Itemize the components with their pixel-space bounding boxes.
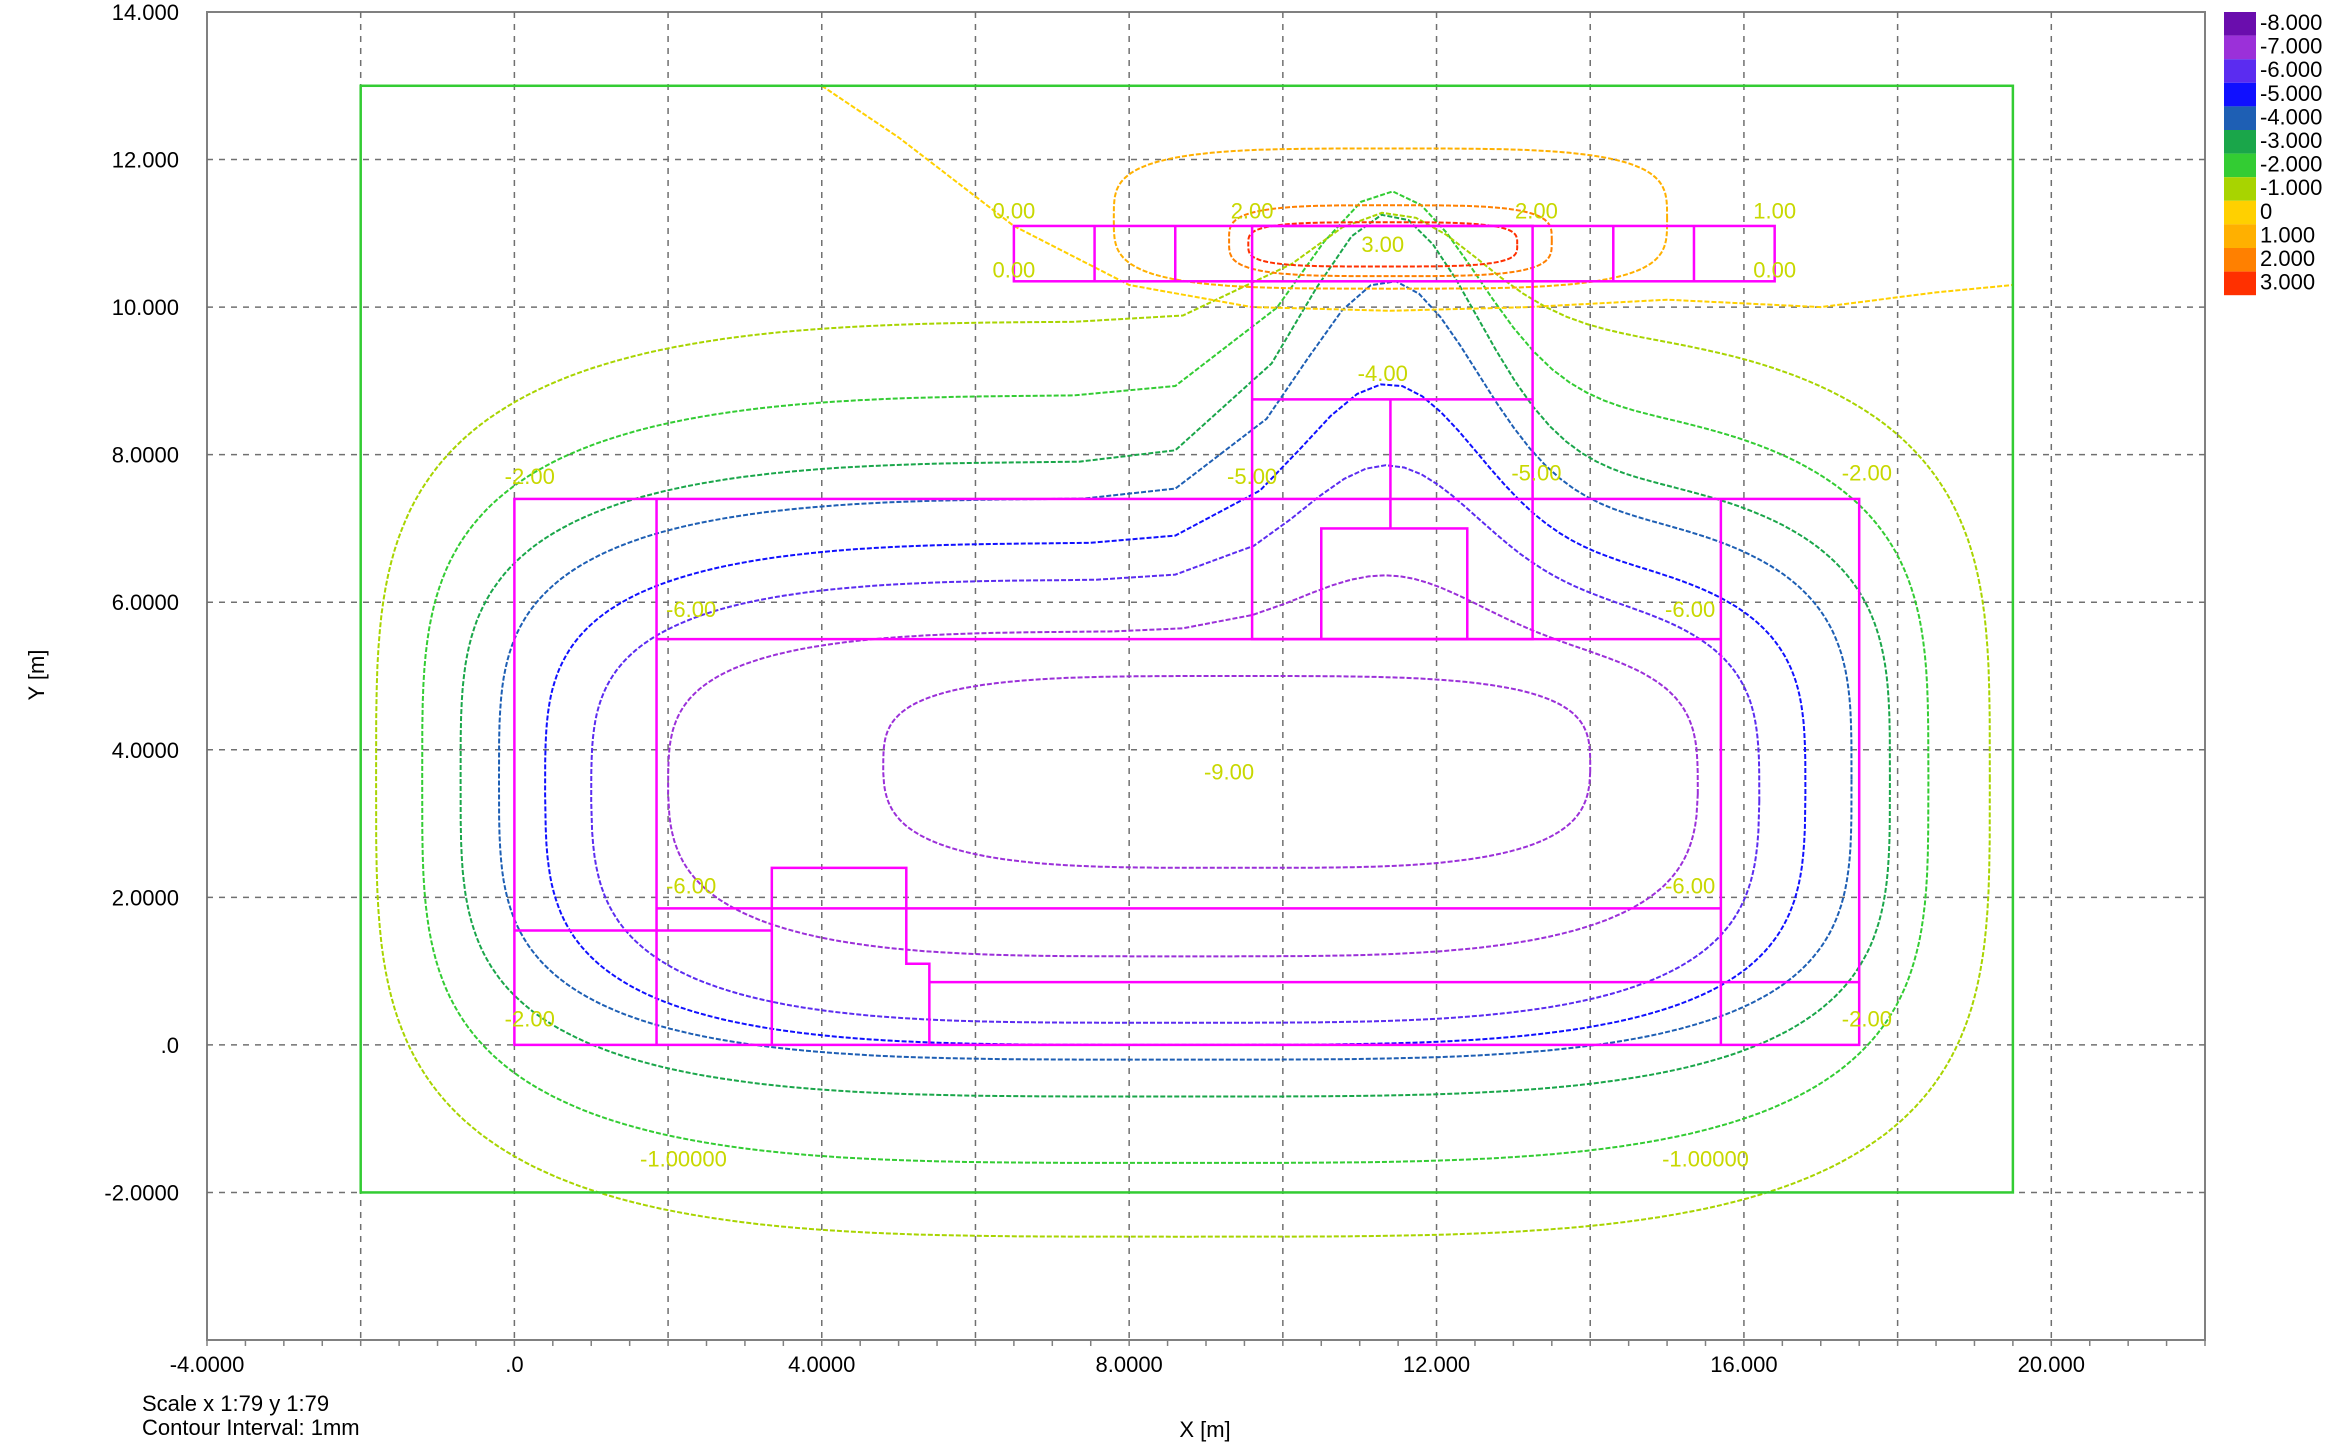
contour-value-label: 1.00 (1753, 199, 1796, 224)
legend-label: 2.000 (2260, 246, 2315, 271)
contour-line (1247, 221, 1519, 268)
contour-value-label: 0.00 (992, 199, 1035, 224)
legend-swatch (2224, 177, 2256, 201)
x-tick-label: 4.0000 (788, 1352, 855, 1377)
legend-swatch (2224, 271, 2256, 296)
contour-line (421, 190, 1930, 1164)
contour-line (544, 383, 1807, 1046)
model-boundary (359, 84, 2015, 1194)
legend-label: -7.000 (2260, 34, 2322, 59)
x-tick-label: -4.0000 (170, 1352, 245, 1377)
legend-swatch (2224, 35, 2256, 60)
contour-value-label: 3.00 (1361, 232, 1404, 257)
legend-label: -3.000 (2260, 128, 2322, 153)
contour-line (1112, 147, 1669, 290)
contour-value-label: -1.00000 (640, 1147, 727, 1172)
legend-label: -8.000 (2260, 10, 2322, 35)
contour-value-label: -5.00 (1511, 460, 1561, 485)
legend-swatch (2224, 200, 2256, 225)
structure-step (770, 866, 931, 1045)
footer-info: Scale x 1:79 y 1:79 Contour Interval: 1m… (142, 1392, 360, 1440)
legend-swatch (2224, 59, 2256, 83)
legend-label: -6.000 (2260, 57, 2322, 82)
x-tick-label: 20.000 (2018, 1352, 2085, 1377)
contour-line (882, 675, 1592, 869)
contour-value-label: -2.00 (1842, 1006, 1892, 1031)
y-tick-label: .0 (161, 1033, 179, 1058)
legend: -8.000-7.000-6.000-5.000-4.000-3.000-2.0… (2224, 10, 2322, 296)
contour-line (590, 464, 1761, 1024)
y-tick-label: -2.0000 (104, 1180, 179, 1205)
contour-value-label: -5.00 (1227, 464, 1277, 489)
y-tick-label: 4.0000 (112, 738, 179, 763)
structure-rect (513, 497, 1861, 1047)
legend-label: -2.000 (2260, 152, 2322, 177)
x-tick-label: 12.000 (1403, 1352, 1470, 1377)
legend-label: 3.000 (2260, 270, 2315, 295)
y-tick-label: 8.0000 (112, 443, 179, 468)
contour-line (1228, 204, 1553, 278)
legend-label: -1.000 (2260, 175, 2322, 200)
contour-value-label: 2.00 (1231, 199, 1274, 224)
contour-value-label: -2.00 (505, 1006, 555, 1031)
contour-labels: 0.00 0.00 2.00 2.00 3.00 1.00 0.00 -4.00 -2.00 -5… (505, 199, 1892, 1172)
legend-swatch (2224, 248, 2256, 272)
y-tick-label: 6.0000 (112, 590, 179, 615)
legend-label: 0 (2260, 199, 2272, 224)
contour-value-label: -6.00 (666, 597, 716, 622)
structure-rect (1012, 224, 1776, 283)
legend-label: -5.000 (2260, 81, 2322, 106)
structure-rect (1320, 527, 1469, 641)
axis-ticks: -4.0000 .0 4.0000 8.0000 12.000 16.000 20.000 1… (104, 0, 2206, 1377)
contour-value-label: 0.00 (1753, 258, 1796, 283)
y-axis-title: Y [m] (24, 650, 49, 701)
x-axis-title: X [m] (1179, 1417, 1230, 1442)
structure-outline (513, 224, 1861, 1047)
x-tick-label: 16.000 (1710, 1352, 1777, 1377)
contour-value-label: -6.00 (666, 874, 716, 899)
legend-swatch (2224, 153, 2256, 178)
contour-interval-text: Contour Interval: 1mm (142, 1415, 360, 1440)
legend-swatch (2224, 130, 2256, 154)
legend-label: -4.000 (2260, 104, 2322, 129)
x-tick-label: 8.0000 (1096, 1352, 1163, 1377)
contour-value-label: -1.00000 (1662, 1147, 1749, 1172)
legend-swatch (2224, 224, 2256, 248)
legend-swatch (2224, 12, 2256, 36)
contour-value-label: 0.00 (992, 258, 1035, 283)
contour-line (821, 84, 2013, 312)
contour-lines (359, 84, 2015, 1238)
contour-line (667, 574, 1699, 958)
legend-swatch (2224, 82, 2256, 107)
contour-value-label: -9.00 (1204, 759, 1254, 784)
x-tick-label: .0 (505, 1352, 523, 1377)
contour-value-label: 2.00 (1515, 199, 1558, 224)
scale-text: Scale x 1:79 y 1:79 (142, 1391, 330, 1416)
y-tick-label: 2.0000 (112, 885, 179, 910)
y-tick-label: 10.000 (112, 295, 179, 320)
contour-value-label: -6.00 (1665, 597, 1715, 622)
contour-line (459, 213, 1891, 1098)
contour-value-label: -6.00 (1665, 874, 1715, 899)
contour-value-label: -2.00 (505, 464, 555, 489)
y-tick-label: 14.000 (112, 0, 179, 25)
contour-value-label: -4.00 (1358, 361, 1408, 386)
y-tick-label: 12.000 (112, 148, 179, 173)
legend-swatch (2224, 106, 2256, 130)
legend-label: 1.000 (2260, 222, 2315, 247)
contour-line (375, 211, 1991, 1238)
contour-value-label: -2.00 (1842, 460, 1892, 485)
